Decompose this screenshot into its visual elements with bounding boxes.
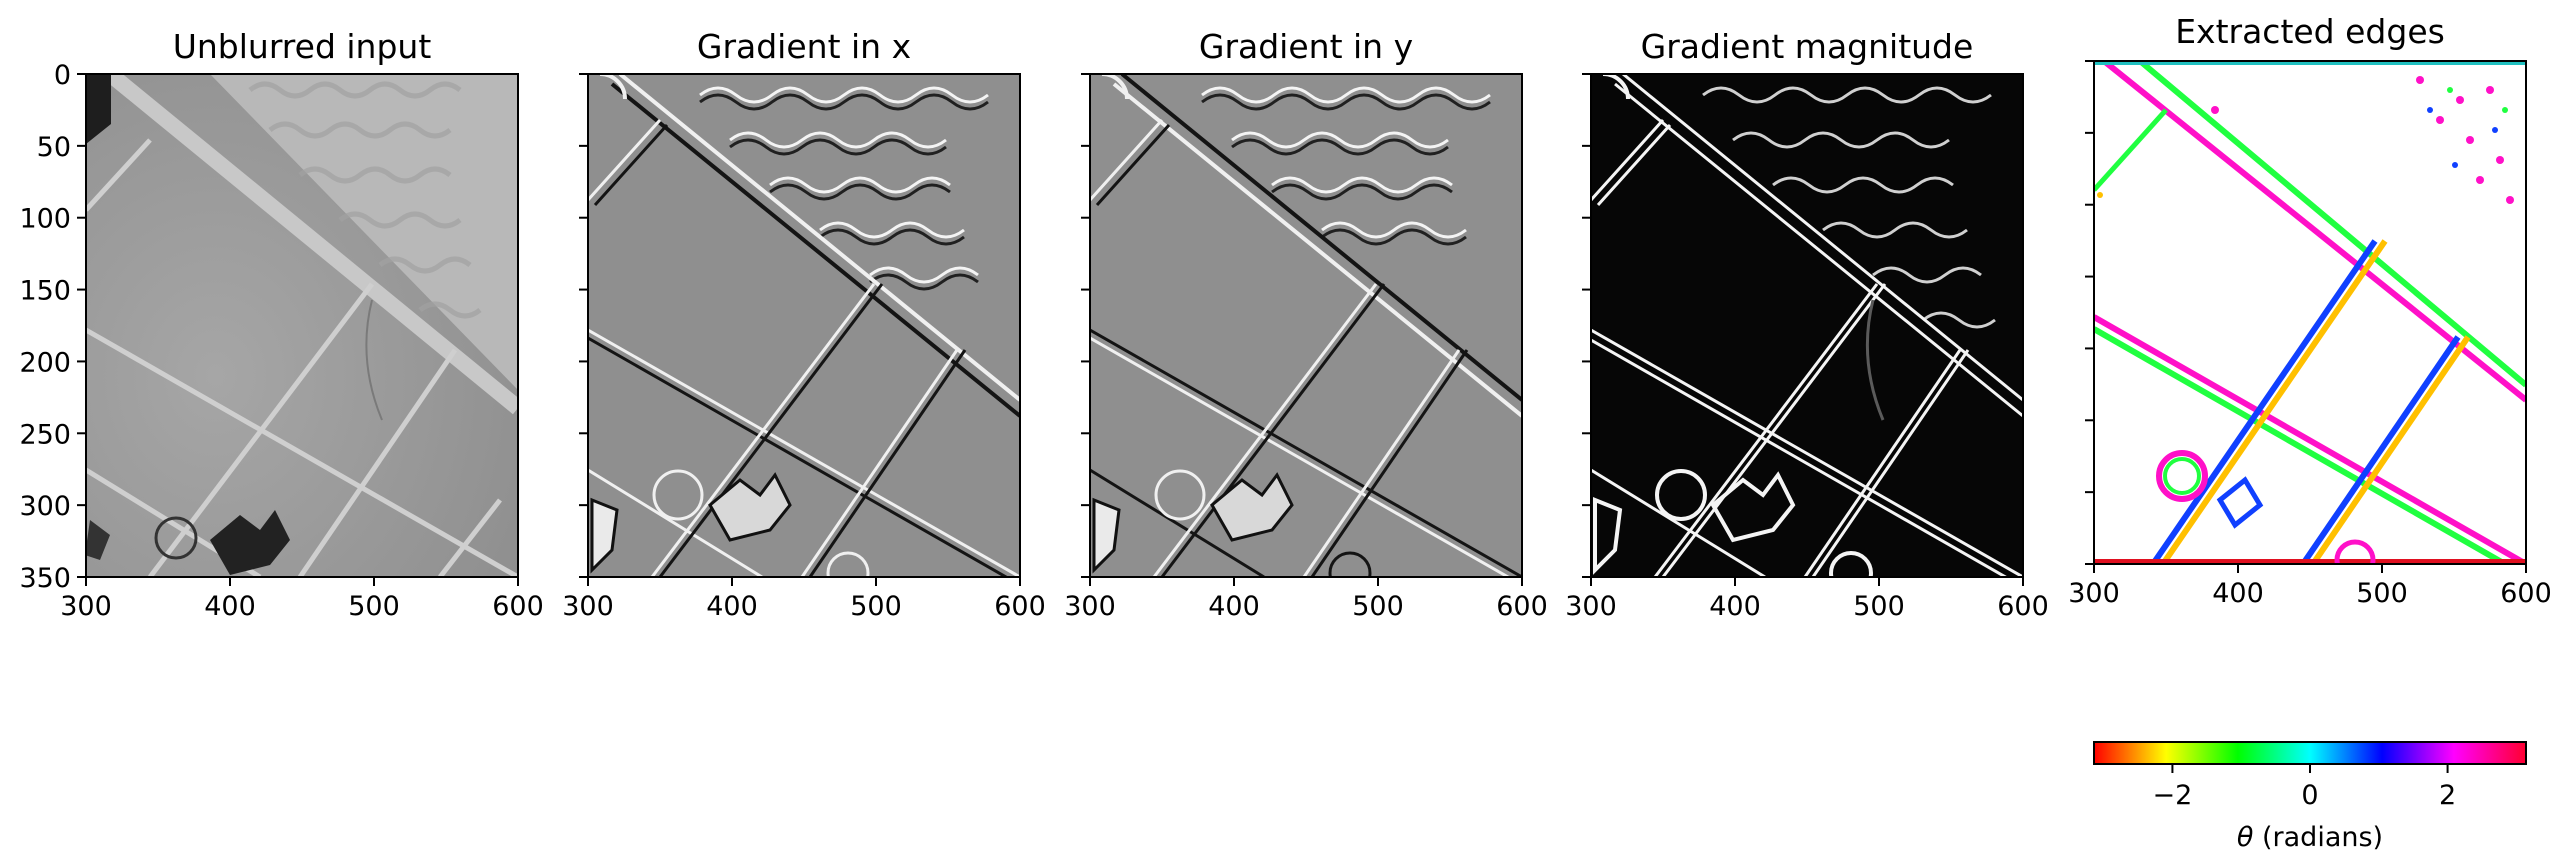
y-tick-label: 100: [19, 204, 71, 235]
x-tick-label: 600: [1496, 591, 1548, 622]
x-tick-label: 300: [562, 591, 614, 622]
x-tick-label: 600: [492, 591, 544, 622]
x-tick-label: 400: [2212, 578, 2264, 609]
panel-extracted-edges: [2093, 60, 2527, 565]
y-tick-label: 200: [19, 347, 71, 378]
colorbar-ticks: −2 0 2: [2153, 764, 2456, 811]
panel-title-gradient-x: Gradient in x: [697, 27, 911, 66]
colorbar-label-unit: (radians): [2253, 822, 2383, 853]
panel-title-unblurred-input: Unblurred input: [173, 27, 432, 66]
x-tick-label: 600: [2500, 578, 2552, 609]
x-tick-label: 500: [1853, 591, 1905, 622]
x-tick-label: 400: [1208, 591, 1260, 622]
x-tick-label: 600: [994, 591, 1046, 622]
panel-gradient-magnitude: [1590, 73, 2024, 578]
y-tick-label: 250: [19, 419, 71, 450]
colorbar-tick-label: 0: [2301, 780, 2318, 811]
panel-title-gradient-y: Gradient in y: [1199, 27, 1413, 66]
y-tick-label: 50: [37, 132, 71, 163]
y-tick-label: 350: [19, 563, 71, 594]
colorbar-label: θ (radians): [2237, 822, 2383, 853]
y-tick-label: 150: [19, 276, 71, 307]
x-tick-label: 500: [1352, 591, 1404, 622]
colorbar-label-symbol: θ: [2237, 822, 2254, 853]
colorbar-tick-label: −2: [2153, 780, 2193, 811]
colorbar-tick-label: 2: [2439, 780, 2456, 811]
panel-gradient-x: [587, 73, 1021, 578]
x-tick-label: 500: [2356, 578, 2408, 609]
x-tick-label: 300: [1565, 591, 1617, 622]
x-tick-label: 500: [348, 591, 400, 622]
colorbar-gradient: [2093, 741, 2527, 765]
colorbar: −2 0 2 θ (radians): [2093, 741, 2527, 853]
x-tick-label: 400: [1709, 591, 1761, 622]
panel-unblurred-input: [85, 73, 519, 578]
x-tick-label: 400: [204, 591, 256, 622]
x-tick-label: 300: [60, 591, 112, 622]
panel-gradient-y: [1089, 73, 1523, 578]
x-tick-label: 600: [1997, 591, 2049, 622]
y-tick-label: 300: [19, 491, 71, 522]
panel-title-gradient-magnitude: Gradient magnitude: [1641, 27, 1974, 66]
x-tick-label: 300: [2068, 578, 2120, 609]
panel-title-extracted-edges: Extracted edges: [2175, 12, 2445, 51]
x-tick-label: 300: [1064, 591, 1116, 622]
x-tick-label: 400: [706, 591, 758, 622]
y-tick-label: 0: [54, 60, 71, 91]
x-tick-label: 500: [850, 591, 902, 622]
